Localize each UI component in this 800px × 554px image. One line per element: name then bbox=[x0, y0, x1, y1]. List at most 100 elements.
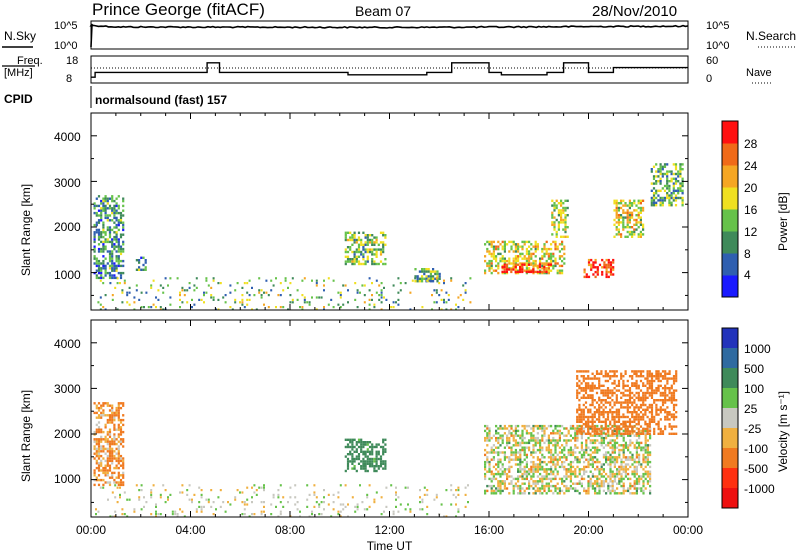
heatmap-cell bbox=[532, 480, 535, 483]
heatmap-cell bbox=[133, 296, 136, 299]
heatmap-cell bbox=[584, 415, 588, 419]
heatmap-cell bbox=[558, 458, 561, 461]
heatmap-cell bbox=[616, 472, 619, 476]
heatmap-cell bbox=[543, 268, 546, 271]
heatmap-cell bbox=[551, 211, 554, 214]
heatmap-cell bbox=[600, 411, 603, 414]
heatmap-cell bbox=[638, 477, 641, 481]
heatmap-cell bbox=[602, 408, 605, 411]
heatmap-cell bbox=[624, 465, 627, 469]
heatmap-cell bbox=[263, 501, 265, 504]
heatmap-cell bbox=[648, 420, 651, 423]
heatmap-cell bbox=[618, 453, 621, 457]
heatmap-cell bbox=[668, 189, 671, 192]
heatmap-cell bbox=[672, 382, 676, 385]
heatmap-cell bbox=[580, 396, 583, 399]
heatmap-cell bbox=[517, 434, 520, 437]
heatmap-cell bbox=[622, 415, 625, 419]
heatmap-cell bbox=[508, 475, 511, 478]
heatmap-cell bbox=[661, 401, 665, 404]
heatmap-cell bbox=[205, 498, 208, 501]
heatmap-cell bbox=[215, 508, 217, 511]
heatmap-cell bbox=[366, 455, 369, 458]
heatmap-cell bbox=[495, 436, 498, 440]
heatmap-cell bbox=[659, 168, 662, 171]
heatmap-cell bbox=[550, 477, 553, 481]
heatmap-cell bbox=[207, 284, 210, 287]
heatmap-cell bbox=[591, 387, 594, 390]
heatmap-cell bbox=[569, 460, 572, 464]
heatmap-cell bbox=[514, 463, 517, 466]
heatmap-cell bbox=[332, 306, 335, 309]
heatmap-cell bbox=[565, 484, 568, 488]
heatmap-cell bbox=[525, 470, 528, 473]
heatmap-cell bbox=[382, 460, 385, 463]
heatmap-cell bbox=[543, 434, 546, 437]
heatmap-cell bbox=[582, 377, 585, 380]
heatmap-cell bbox=[622, 425, 625, 428]
heatmap-cell bbox=[565, 489, 568, 493]
heatmap-cell bbox=[138, 498, 141, 501]
heatmap-cell bbox=[626, 235, 629, 238]
heatmap-cell bbox=[672, 199, 675, 202]
heatmap-cell bbox=[115, 414, 118, 417]
heatmap-cell bbox=[423, 268, 426, 271]
heatmap-cell bbox=[102, 259, 105, 263]
heatmap-cell bbox=[122, 476, 125, 479]
heatmap-cell bbox=[111, 207, 114, 210]
heatmap-cell bbox=[484, 269, 487, 272]
heatmap-cell bbox=[620, 475, 623, 478]
heatmap-cell bbox=[534, 243, 537, 246]
heatmap-cell bbox=[582, 408, 585, 411]
heatmap-cell bbox=[104, 452, 107, 455]
heatmap-cell bbox=[598, 432, 601, 435]
heatmap-cell bbox=[523, 424, 526, 428]
heatmap-cell bbox=[379, 248, 383, 251]
heatmap-cell bbox=[486, 247, 489, 251]
heatmap-cell bbox=[174, 513, 177, 516]
heatmap-cell bbox=[538, 263, 541, 266]
heatmap-cell bbox=[611, 460, 614, 464]
heatmap-cell bbox=[539, 427, 542, 430]
heatmap-cell bbox=[519, 484, 522, 488]
heatmap-cell bbox=[606, 394, 610, 397]
heatmap-cell bbox=[122, 402, 125, 405]
heatmap-cell bbox=[653, 432, 656, 435]
heatmap-cell bbox=[108, 255, 112, 258]
heatmap-cell bbox=[584, 423, 588, 426]
heatmap-cell bbox=[541, 429, 544, 433]
heatmap-cell bbox=[611, 399, 614, 402]
heatmap-cell bbox=[563, 247, 566, 251]
heatmap-cell bbox=[566, 235, 569, 238]
heatmap-cell bbox=[392, 301, 395, 304]
heatmap-cell bbox=[644, 439, 647, 442]
heatmap-cell bbox=[622, 468, 625, 471]
heatmap-cell bbox=[589, 441, 592, 445]
heatmap-cell bbox=[368, 445, 372, 449]
heatmap-cell bbox=[241, 303, 244, 306]
heatmap-cell bbox=[602, 427, 605, 431]
heatmap-cell bbox=[106, 440, 109, 443]
heatmap-cell bbox=[672, 187, 675, 190]
heatmap-cell bbox=[455, 303, 457, 306]
heatmap-cell bbox=[674, 177, 678, 180]
heatmap-cell bbox=[638, 460, 641, 464]
heatmap-cell bbox=[501, 247, 504, 251]
heatmap-cell bbox=[97, 247, 101, 251]
nsky-label: N.Sky bbox=[4, 29, 36, 43]
heatmap-cell bbox=[115, 233, 118, 236]
heatmap-cell bbox=[486, 489, 489, 493]
heatmap-cell bbox=[644, 458, 647, 461]
heatmap-cell bbox=[596, 270, 599, 274]
heatmap-cell bbox=[631, 391, 634, 395]
heatmap-cell bbox=[569, 434, 572, 437]
heatmap-cell bbox=[525, 441, 528, 445]
heatmap-cell bbox=[117, 445, 120, 448]
heatmap-cell bbox=[534, 270, 537, 274]
power-colorbar-segment bbox=[722, 143, 738, 166]
heatmap-cell bbox=[655, 413, 658, 416]
heatmap-cell bbox=[595, 408, 599, 411]
heatmap-cell bbox=[521, 446, 524, 449]
heatmap-cell bbox=[606, 375, 610, 378]
heatmap-cell bbox=[572, 453, 575, 457]
